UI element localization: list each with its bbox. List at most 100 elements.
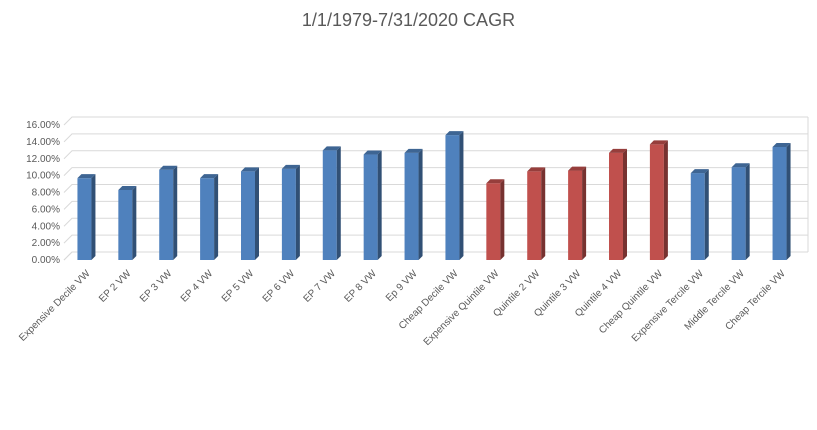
bar xyxy=(77,174,96,260)
bar-front xyxy=(527,171,542,260)
bar-front xyxy=(731,167,746,260)
y-tick-label: 8.00% xyxy=(32,188,60,199)
bar-side xyxy=(704,169,709,260)
bar xyxy=(363,150,382,260)
bar xyxy=(649,140,668,260)
bar-front xyxy=(118,189,133,260)
x-tick-label: EP 4 VW xyxy=(179,268,216,305)
bar xyxy=(527,167,546,260)
gridline xyxy=(63,184,808,193)
gridlines xyxy=(63,116,809,261)
x-axis-labels: Expensive Decile VW EP 2 VW EP 3 VW EP 4 VW… xyxy=(17,268,788,348)
x-tick-label: EP 7 VW xyxy=(302,268,339,305)
bar-side xyxy=(214,174,219,260)
x-tick-label: Expensive Decile VW xyxy=(17,268,93,344)
bar-front xyxy=(486,183,501,260)
x-tick-label: Expensive Quintile VW xyxy=(422,268,502,348)
bar-side xyxy=(541,167,546,260)
y-tick-label: 14.00% xyxy=(26,137,60,148)
bar-top xyxy=(527,167,546,172)
bar-front xyxy=(404,152,419,260)
bar-top xyxy=(281,164,300,169)
bars xyxy=(77,131,791,260)
y-tick-label: 16.00% xyxy=(26,120,60,131)
x-tick-label: EP 8 VW xyxy=(342,268,379,305)
bar-top xyxy=(363,150,382,155)
bar-front xyxy=(568,170,583,260)
bar-top xyxy=(159,165,178,170)
gridline xyxy=(63,150,808,160)
bar-side xyxy=(582,166,587,260)
bar xyxy=(118,185,137,260)
gridline xyxy=(63,200,808,210)
bar xyxy=(322,146,341,260)
bar-top xyxy=(731,163,750,168)
bar-front xyxy=(77,178,92,260)
gridline xyxy=(63,217,808,227)
bar-side xyxy=(786,142,791,260)
bar-front xyxy=(445,135,460,260)
bar xyxy=(159,165,178,260)
y-tick-label: 2.00% xyxy=(32,238,60,249)
bar-top xyxy=(241,167,259,172)
bar-front xyxy=(649,144,664,260)
bar xyxy=(241,167,259,260)
bar xyxy=(281,164,300,260)
bar-top xyxy=(404,148,423,153)
bar xyxy=(690,169,709,260)
gridline xyxy=(63,133,808,143)
bar-side xyxy=(663,140,668,260)
bar-side xyxy=(377,150,382,260)
bar-side xyxy=(295,164,300,260)
bar-top xyxy=(486,179,505,184)
bar xyxy=(568,166,587,260)
x-tick-label: EP 3 VW xyxy=(138,268,175,305)
bar-front xyxy=(281,168,296,260)
bar-side xyxy=(500,179,505,260)
bar xyxy=(404,148,423,260)
gridline xyxy=(63,251,808,261)
bar-side xyxy=(459,131,464,260)
bar-side xyxy=(745,163,750,260)
y-axis: 0.00% 2.00% 4.00% 6.00% 8.00% 10.00% 12.00% 14.… xyxy=(26,120,60,266)
bar xyxy=(445,131,464,260)
bar-top xyxy=(77,174,96,179)
x-tick-label: EP 2 VW xyxy=(97,268,134,305)
bar-top xyxy=(322,146,341,151)
bar-front xyxy=(200,178,215,260)
bar-front xyxy=(241,171,255,260)
bar-front xyxy=(363,154,378,260)
bar-side xyxy=(336,146,341,260)
bar xyxy=(772,142,791,260)
bar-top xyxy=(445,131,464,136)
x-tick-label: Expensive Tercile VW xyxy=(630,268,706,344)
bar xyxy=(486,179,505,260)
bar-front xyxy=(690,173,705,260)
bar xyxy=(609,148,627,260)
bar-front xyxy=(772,146,787,260)
bar-side xyxy=(91,174,96,260)
gridline xyxy=(63,116,808,126)
bar xyxy=(200,174,219,260)
x-tick-label: EP 5 VW xyxy=(220,268,257,305)
y-tick-label: 6.00% xyxy=(32,204,60,215)
bar-top xyxy=(568,166,587,171)
bar-top xyxy=(772,142,791,147)
bar-top xyxy=(118,185,137,190)
bar xyxy=(731,163,750,260)
bar-top xyxy=(649,140,668,145)
x-tick-label: Ep 9 VW xyxy=(384,268,420,304)
y-tick-label: 4.00% xyxy=(32,221,60,232)
y-tick-label: 10.00% xyxy=(26,171,60,182)
bar-front xyxy=(322,150,337,260)
bar-side xyxy=(132,185,137,260)
bar-side xyxy=(623,148,627,260)
gridline xyxy=(63,234,808,244)
bar-top xyxy=(609,148,627,153)
x-tick-label: EP 6 VW xyxy=(261,268,298,305)
bar-front xyxy=(159,169,174,260)
y-tick-label: 0.00% xyxy=(32,255,60,266)
bar-side xyxy=(173,165,178,260)
bar-side xyxy=(255,167,259,260)
